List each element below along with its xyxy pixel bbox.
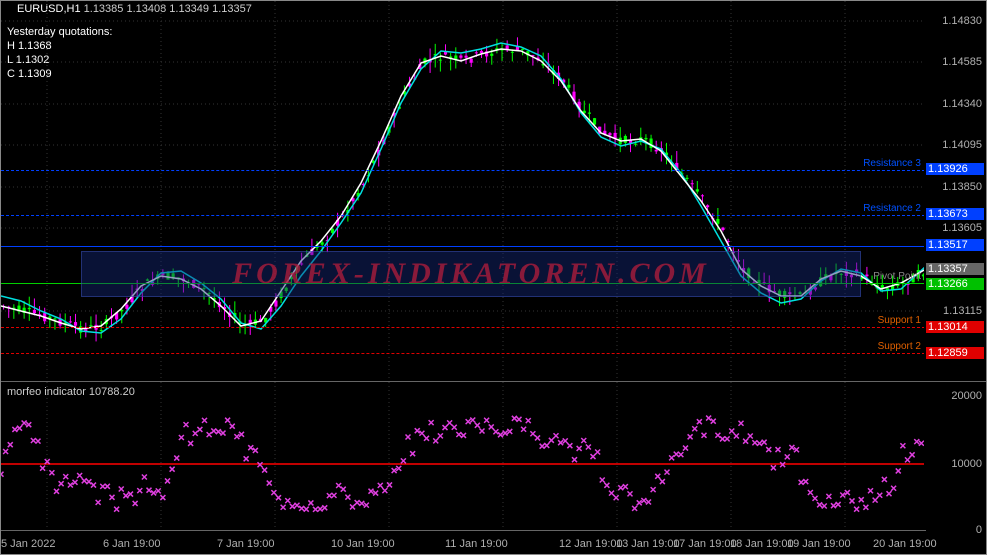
indicator-tick: 20000 (951, 390, 982, 402)
price-tick: 1.14340 (942, 98, 982, 110)
pivot-label: Support 2 (878, 341, 921, 352)
pivot-label: Support 1 (878, 315, 921, 326)
pivot-line (1, 170, 925, 171)
time-tick: 10 Jan 19:00 (331, 538, 395, 550)
price-badge: 1.13357 (926, 263, 984, 275)
time-tick: 6 Jan 19:00 (103, 538, 161, 550)
pivot-line (1, 215, 925, 216)
time-axis: 5 Jan 2022 6 Jan 19:00 7 Jan 19:00 10 Jan 1… (1, 530, 926, 554)
indicator-tick: 0 (976, 524, 982, 536)
pivot-label: Resistance 3 (863, 158, 921, 169)
price-tick: 1.13605 (942, 222, 982, 234)
chart-window: ▸ EURUSD,H1 1.13385 1.13408 1.13349 1.13… (0, 0, 987, 555)
price-badge: 1.13517 (926, 239, 984, 251)
main-chart[interactable]: EURUSD,H1 1.13385 1.13408 1.13349 1.1335… (1, 1, 926, 381)
indicator-tick: 10000 (951, 458, 982, 470)
pivot-line (1, 353, 925, 354)
time-tick: 5 Jan 2022 (1, 538, 55, 550)
pivot-label: Resistance 2 (863, 203, 921, 214)
watermark: FOREX-INDIKATOREN.COM (81, 251, 861, 297)
watermark-text: FOREX-INDIKATOREN.COM (232, 257, 710, 291)
pivot-line (1, 327, 925, 328)
price-badge: 1.13926 (926, 163, 984, 175)
indicator-axis: 20000100000 (924, 381, 986, 531)
price-tick: 1.13850 (942, 181, 982, 193)
pivot-label: Pivot Point (873, 271, 921, 282)
price-tick: 1.14585 (942, 56, 982, 68)
time-tick: 11 Jan 19:00 (445, 538, 508, 550)
time-tick: 20 Jan 19:00 (873, 538, 937, 550)
pivot-line (1, 246, 925, 247)
time-tick: 19 Jan 19:00 (787, 538, 851, 550)
price-tick: 1.13115 (943, 305, 982, 317)
time-tick: 7 Jan 19:00 (217, 538, 275, 550)
price-axis: 1.14830 1.14585 1.14340 1.14095 1.13850 1.136… (924, 1, 986, 381)
indicator-canvas (1, 382, 926, 532)
price-badge: 1.13014 (926, 321, 984, 333)
chart-canvas (1, 1, 926, 381)
price-tick: 1.14095 (942, 139, 982, 151)
time-tick: 12 Jan 19:00 (559, 538, 623, 550)
time-tick: 18 Jan 19:00 (730, 538, 794, 550)
time-tick: 13 Jan 19:00 (616, 538, 680, 550)
price-badge: 1.13673 (926, 208, 984, 220)
price-badge: 1.13266 (926, 278, 984, 290)
price-tick: 1.14830 (942, 15, 982, 27)
time-tick: 17 Jan 19:00 (673, 538, 737, 550)
price-badge: 1.12859 (926, 347, 984, 359)
indicator-chart[interactable]: morfeo indicator 10788.20 (1, 381, 926, 531)
